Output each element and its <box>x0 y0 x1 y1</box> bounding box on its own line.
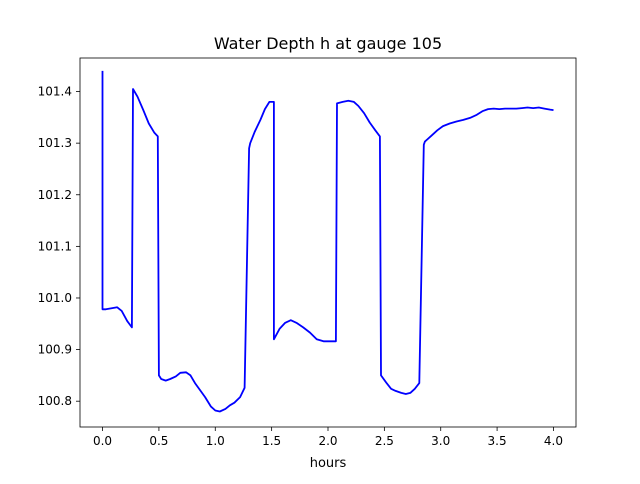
series-line-1 <box>101 70 554 413</box>
y-tick-label: 101.0 <box>38 291 72 305</box>
x-tick-label: 0.5 <box>149 434 168 448</box>
x-tick-label: 3.5 <box>488 434 507 448</box>
x-tick-label: 0.0 <box>93 434 112 448</box>
x-tick-label: 2.5 <box>375 434 394 448</box>
x-tick-label: 2.0 <box>318 434 337 448</box>
plot-area <box>101 70 554 413</box>
y-tick-label: 101.2 <box>38 188 72 202</box>
y-tick-label: 101.4 <box>38 85 72 99</box>
y-tick-label: 101.1 <box>38 239 72 253</box>
x-tick-label: 4.0 <box>544 434 563 448</box>
chart-title: Water Depth h at gauge 105 <box>214 34 442 53</box>
x-tick-label: 1.5 <box>262 434 281 448</box>
y-tick-label: 101.3 <box>38 136 72 150</box>
y-axis-ticks: 100.8 100.9 101.0 101.1 101.2 101.3 101.4 <box>38 85 80 408</box>
y-tick-label: 100.9 <box>38 343 72 357</box>
x-axis-label: hours <box>310 456 347 471</box>
axes-frame <box>79 57 577 428</box>
x-axis-ticks: 0.0 0.5 1.0 1.5 2.0 2.5 3.0 3.5 4.0 <box>93 427 563 448</box>
x-tick-label: 1.0 <box>206 434 225 448</box>
x-tick-label: 3.0 <box>431 434 450 448</box>
y-tick-label: 100.8 <box>38 394 72 408</box>
